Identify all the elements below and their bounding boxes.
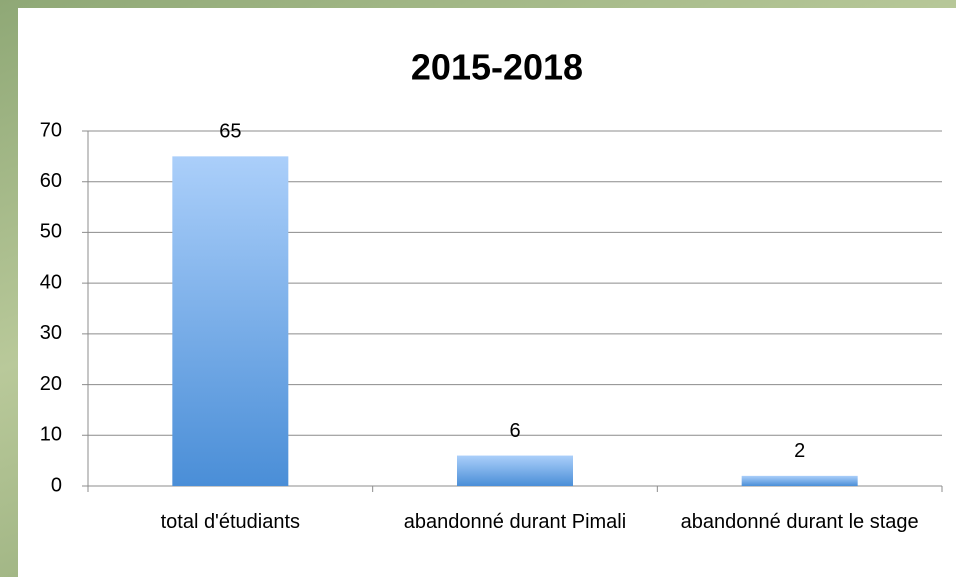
- bar: [741, 475, 858, 486]
- x-tick-label: abandonné durant Pimali: [403, 511, 627, 533]
- y-tick-label: 0: [51, 474, 62, 496]
- y-tick-label: 70: [40, 119, 62, 141]
- bar: [172, 156, 289, 486]
- y-tick-label: 40: [40, 271, 62, 293]
- chart-title: 2015-2018: [411, 47, 583, 88]
- value-label: 65: [219, 121, 241, 143]
- x-tick-label: abandonné durant le stage: [680, 511, 919, 533]
- y-tick-label: 60: [40, 170, 62, 192]
- value-label: 2: [794, 440, 805, 462]
- y-tick-label: 10: [40, 424, 62, 446]
- y-tick-label: 20: [40, 373, 62, 395]
- value-label: 6: [509, 420, 520, 442]
- y-tick-label: 50: [40, 221, 62, 243]
- y-tick-label: 30: [40, 322, 62, 344]
- bar: [457, 455, 573, 486]
- x-tick-label: total d'étudiants: [160, 511, 301, 533]
